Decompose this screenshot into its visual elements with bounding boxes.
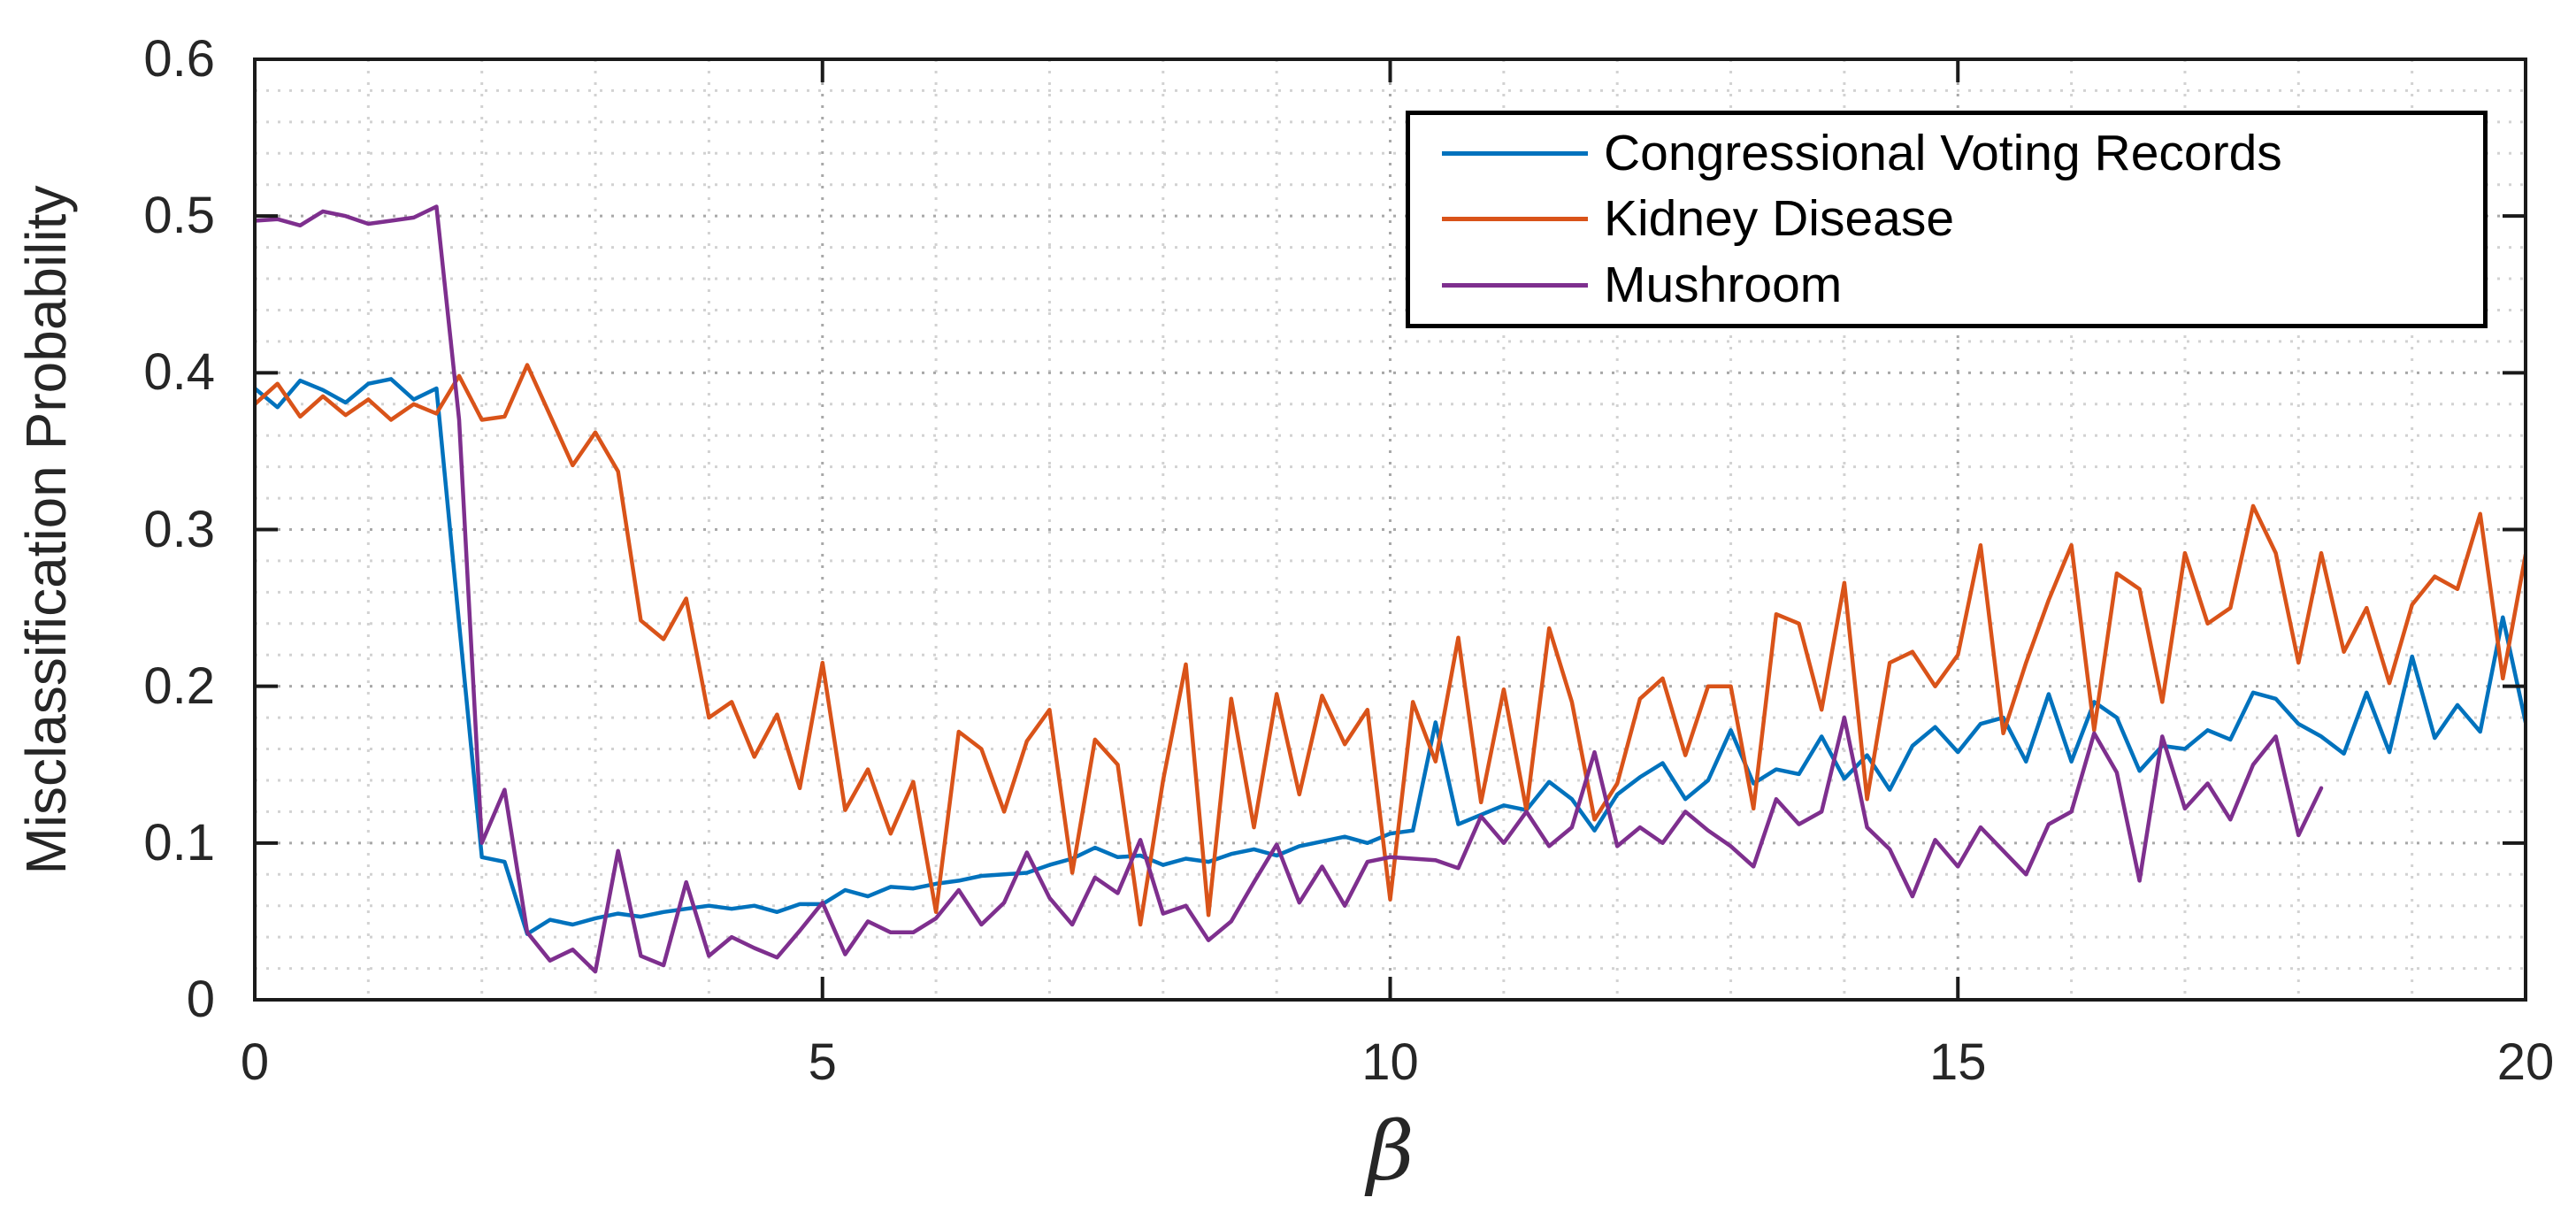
legend-item-congressional-voting-records: Congressional Voting Records	[1410, 124, 2483, 181]
y-tick-label: 0.4	[143, 343, 215, 402]
y-tick-label: 0.2	[143, 656, 215, 715]
legend-line-swatch-purple	[1442, 283, 1588, 288]
x-tick-label: 15	[1928, 1033, 1987, 1091]
x-tick-label: 10	[1361, 1033, 1419, 1091]
legend-label: Mushroom	[1604, 257, 1843, 314]
x-axis-title-beta: β	[1367, 1104, 1414, 1199]
y-tick-label: 0.5	[143, 187, 215, 245]
y-tick-label: 0.3	[143, 500, 215, 558]
x-tick-label: 20	[2496, 1033, 2555, 1091]
legend-item-mushroom: Mushroom	[1410, 260, 2483, 311]
series-line-kidney-disease	[255, 363, 2526, 927]
y-axis-title: Misclassification Probability	[14, 185, 78, 875]
axis-tick-marks	[255, 59, 2526, 1000]
y-tick-label: 0.1	[143, 813, 215, 871]
series-line-mushroom	[255, 204, 2324, 974]
legend-item-kidney-disease: Kidney Disease	[1410, 194, 2483, 244]
y-tick-label: 0	[186, 971, 215, 1028]
legend-line-swatch-blue	[1442, 150, 1588, 156]
legend-line-swatch-orange	[1442, 217, 1588, 222]
legend-label: Kidney Disease	[1604, 190, 1955, 248]
x-tick-label: 5	[808, 1033, 837, 1091]
legend-label: Congressional Voting Records	[1604, 124, 2282, 181]
x-tick-label: 0	[240, 1033, 270, 1091]
y-tick-label: 0.6	[143, 30, 215, 88]
data-series-lines	[255, 204, 2526, 974]
legend-box: Congressional Voting Records Kidney Dise…	[1406, 111, 2488, 328]
major-gridlines	[255, 59, 2526, 1000]
